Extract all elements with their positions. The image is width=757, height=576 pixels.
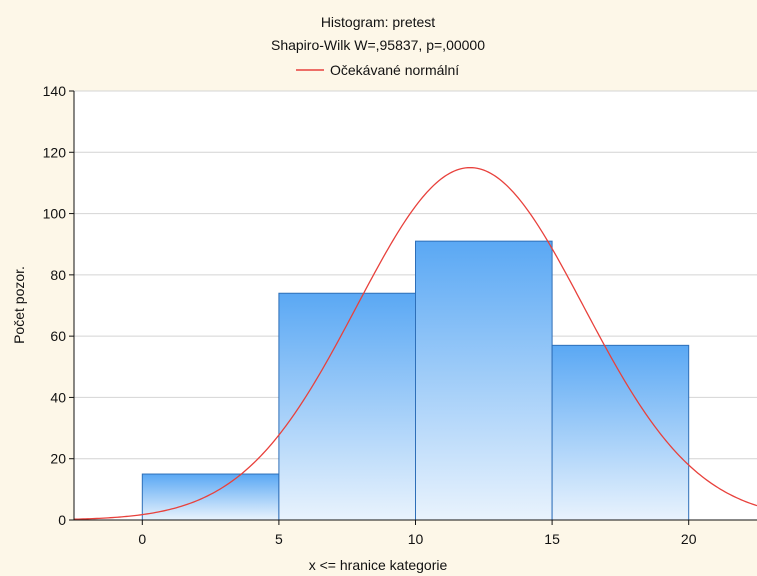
chart-title: Histogram: pretest (321, 14, 435, 30)
histogram-bar (141, 473, 280, 521)
normal-curve-line (73, 166, 757, 520)
y-tick-label: 60 (50, 328, 66, 344)
x-tick-label: 10 (408, 531, 424, 547)
y-tick-label: 120 (43, 144, 67, 160)
legend: Očekávané normální (296, 62, 459, 78)
y-tick-label: 20 (50, 451, 66, 467)
histogram-bars (141, 240, 690, 521)
y-tick-label: 140 (43, 83, 67, 99)
chart-subtitle: Shapiro-Wilk W=,95837, p=,00000 (271, 37, 485, 53)
legend-label-normal-curve: Očekávané normální (330, 62, 459, 78)
y-axis-label: Počet pozor. (11, 266, 27, 344)
y-tick-label: 80 (50, 267, 66, 283)
histogram-bar (551, 344, 690, 521)
x-axis-label: x <= hranice kategorie (309, 557, 448, 573)
x-tick-label: 5 (275, 531, 283, 547)
x-tick-label: 0 (138, 531, 146, 547)
histogram-bar (278, 292, 416, 521)
histogram-bar (415, 240, 553, 521)
y-axis-ticks: 0 20 40 60 80 100 120 140 (43, 83, 74, 528)
y-tick-label: 0 (58, 512, 66, 528)
y-tick-label: 40 (50, 389, 66, 405)
x-axis-ticks: 0 5 10 15 20 (138, 520, 697, 547)
y-tick-label: 100 (43, 206, 67, 222)
x-tick-label: 20 (681, 531, 697, 547)
x-tick-label: 15 (544, 531, 560, 547)
